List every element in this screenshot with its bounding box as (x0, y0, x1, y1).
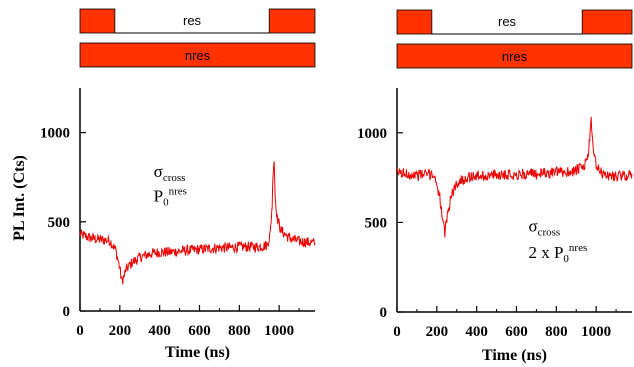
timing-bar-nres: nres (79, 42, 316, 68)
x-tick-label: 600 (505, 324, 528, 340)
timing-pulse (79, 42, 316, 68)
x-tick-label: 0 (393, 324, 401, 340)
timing-pulse (396, 43, 633, 69)
x-tick-label: 200 (109, 323, 132, 339)
annotation-superscript: nres (569, 242, 587, 254)
y-tick-label: 0 (63, 304, 71, 320)
timing-bar-res: res (79, 8, 316, 34)
annotation-superscript: nres (169, 185, 187, 197)
x-tick-label: 400 (148, 323, 171, 339)
annotation-prefix: 2 x (528, 243, 554, 262)
y-tick-label: 1000 (357, 126, 387, 142)
annotation: σcross (528, 216, 560, 238)
x-tick-label: 200 (426, 324, 449, 340)
y-tick-label: 500 (48, 215, 71, 231)
y-tick-label: 1000 (40, 126, 70, 142)
timing-bar-label: res (183, 13, 202, 28)
annotation: 2 x P0nres (528, 242, 587, 265)
series-line-0 (396, 116, 633, 238)
x-axis-label: Time (ns) (165, 344, 230, 361)
y-axis-label: PL Int. (Cts) (11, 155, 28, 241)
annotation-subscript: 0 (163, 196, 169, 208)
x-axis-label: Time (ns) (482, 347, 547, 364)
timing-bar-label: res (498, 14, 517, 29)
annotation: P0nres (154, 185, 187, 208)
annotation-subscript: cross (538, 226, 561, 238)
y-tick-label: 500 (365, 215, 388, 231)
x-tick-label: 800 (545, 324, 568, 340)
x-tick-label: 400 (465, 324, 488, 340)
annotation-symbol: σ (528, 216, 537, 235)
annotation-symbol: σ (154, 162, 163, 181)
timing-pulse (396, 9, 433, 35)
x-tick-label: 600 (188, 323, 211, 339)
timing-bar-res: res (396, 9, 633, 35)
x-tick-label: 1000 (264, 323, 294, 339)
x-tick-label: 800 (228, 323, 251, 339)
annotation-subscript: cross (163, 172, 186, 184)
timing-bar-nres: nres (396, 43, 633, 69)
timing-pulse (268, 8, 316, 34)
timing-pulse (581, 9, 633, 35)
annotation-symbol: P (554, 243, 563, 262)
timing-pulse (79, 8, 116, 34)
y-tick-label: 0 (380, 305, 388, 321)
timing-bar-label: nres (185, 48, 211, 63)
annotation: σcross (154, 162, 186, 184)
annotation-symbol: P (154, 186, 163, 205)
x-tick-label: 0 (76, 323, 84, 339)
x-tick-label: 1000 (581, 324, 611, 340)
timing-bar-label: nres (502, 49, 528, 64)
annotation-subscript: 0 (563, 253, 569, 265)
series-line-0 (79, 161, 316, 285)
